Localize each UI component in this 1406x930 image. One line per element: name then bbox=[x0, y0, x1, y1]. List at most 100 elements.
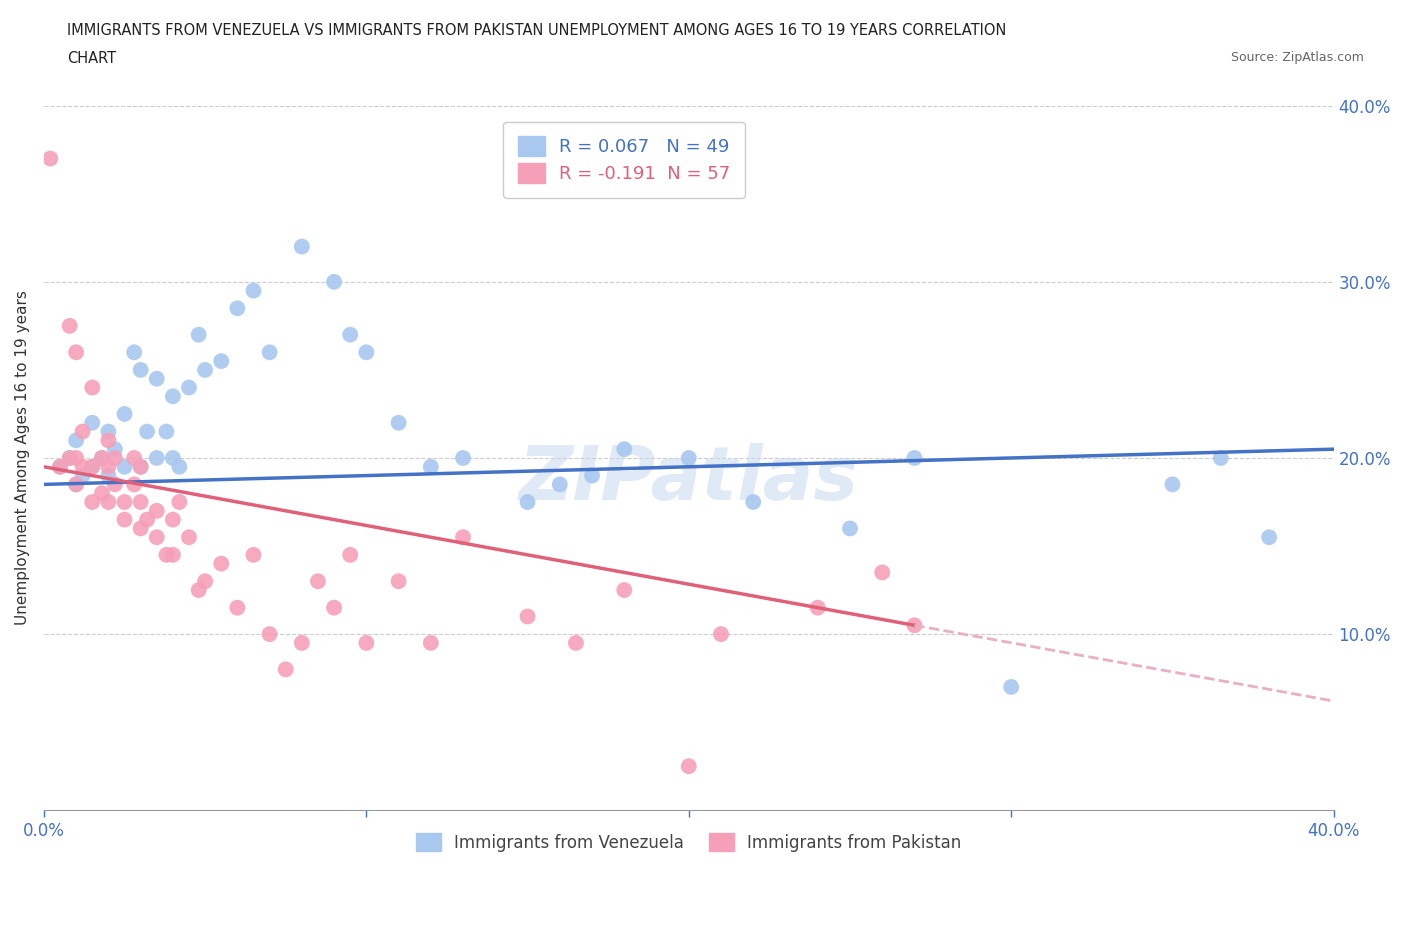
Point bbox=[177, 530, 200, 545]
Point bbox=[129, 459, 152, 474]
Point bbox=[97, 424, 120, 439]
Point bbox=[59, 450, 82, 465]
Point bbox=[65, 450, 87, 465]
Point bbox=[339, 548, 361, 563]
Point bbox=[97, 433, 120, 448]
Point bbox=[870, 565, 893, 580]
Point bbox=[162, 450, 184, 465]
Point bbox=[516, 609, 538, 624]
Point bbox=[1000, 680, 1022, 695]
Point bbox=[226, 300, 249, 315]
Point bbox=[145, 503, 167, 518]
Point bbox=[839, 521, 862, 536]
Point bbox=[209, 353, 232, 368]
Point bbox=[136, 512, 159, 527]
Point bbox=[339, 327, 361, 342]
Point bbox=[516, 495, 538, 510]
Point bbox=[194, 363, 217, 378]
Point bbox=[122, 450, 145, 465]
Text: Source: ZipAtlas.com: Source: ZipAtlas.com bbox=[1230, 51, 1364, 64]
Point bbox=[356, 635, 378, 650]
Point bbox=[97, 468, 120, 483]
Point bbox=[145, 530, 167, 545]
Point bbox=[162, 512, 184, 527]
Point bbox=[678, 759, 700, 774]
Point bbox=[49, 459, 72, 474]
Point bbox=[104, 442, 127, 457]
Point bbox=[1258, 530, 1281, 545]
Text: IMMIGRANTS FROM VENEZUELA VS IMMIGRANTS FROM PAKISTAN UNEMPLOYMENT AMONG AGES 16: IMMIGRANTS FROM VENEZUELA VS IMMIGRANTS … bbox=[67, 23, 1007, 38]
Point bbox=[177, 380, 200, 395]
Point bbox=[90, 450, 112, 465]
Point bbox=[72, 424, 94, 439]
Point bbox=[451, 530, 474, 545]
Point bbox=[387, 574, 409, 589]
Point bbox=[162, 548, 184, 563]
Point bbox=[162, 389, 184, 404]
Point bbox=[209, 556, 232, 571]
Point bbox=[104, 450, 127, 465]
Point bbox=[122, 345, 145, 360]
Point bbox=[678, 450, 700, 465]
Point bbox=[104, 477, 127, 492]
Point bbox=[323, 600, 346, 615]
Point bbox=[82, 459, 104, 474]
Point bbox=[242, 284, 264, 299]
Point bbox=[145, 371, 167, 386]
Point bbox=[291, 635, 314, 650]
Point bbox=[82, 380, 104, 395]
Point bbox=[451, 450, 474, 465]
Point bbox=[97, 495, 120, 510]
Point bbox=[59, 450, 82, 465]
Point bbox=[114, 495, 136, 510]
Point bbox=[581, 468, 603, 483]
Point bbox=[97, 459, 120, 474]
Point bbox=[122, 477, 145, 492]
Point bbox=[129, 363, 152, 378]
Point bbox=[419, 459, 441, 474]
Point bbox=[1161, 477, 1184, 492]
Point bbox=[72, 468, 94, 483]
Point bbox=[259, 345, 281, 360]
Point bbox=[65, 477, 87, 492]
Point bbox=[807, 600, 830, 615]
Point bbox=[307, 574, 329, 589]
Point bbox=[39, 151, 62, 166]
Point bbox=[387, 416, 409, 431]
Point bbox=[65, 433, 87, 448]
Point bbox=[129, 495, 152, 510]
Point bbox=[82, 495, 104, 510]
Point bbox=[82, 459, 104, 474]
Point bbox=[187, 582, 209, 597]
Point bbox=[65, 477, 87, 492]
Point bbox=[226, 600, 249, 615]
Point bbox=[155, 548, 177, 563]
Point bbox=[323, 274, 346, 289]
Point bbox=[129, 521, 152, 536]
Text: ZIPatlas: ZIPatlas bbox=[519, 443, 859, 515]
Point bbox=[49, 459, 72, 474]
Point bbox=[903, 618, 925, 632]
Point bbox=[136, 424, 159, 439]
Point bbox=[90, 450, 112, 465]
Point bbox=[613, 582, 636, 597]
Point bbox=[155, 424, 177, 439]
Point bbox=[242, 548, 264, 563]
Legend: Immigrants from Venezuela, Immigrants from Pakistan: Immigrants from Venezuela, Immigrants fr… bbox=[409, 827, 969, 858]
Point bbox=[114, 406, 136, 421]
Point bbox=[903, 450, 925, 465]
Point bbox=[291, 239, 314, 254]
Point bbox=[710, 627, 733, 642]
Point bbox=[1209, 450, 1232, 465]
Point bbox=[65, 345, 87, 360]
Point bbox=[59, 318, 82, 333]
Point bbox=[72, 459, 94, 474]
Point bbox=[169, 459, 191, 474]
Text: CHART: CHART bbox=[67, 51, 117, 66]
Point bbox=[145, 450, 167, 465]
Y-axis label: Unemployment Among Ages 16 to 19 years: Unemployment Among Ages 16 to 19 years bbox=[15, 290, 30, 625]
Point bbox=[274, 662, 297, 677]
Point bbox=[187, 327, 209, 342]
Point bbox=[419, 635, 441, 650]
Point bbox=[90, 485, 112, 500]
